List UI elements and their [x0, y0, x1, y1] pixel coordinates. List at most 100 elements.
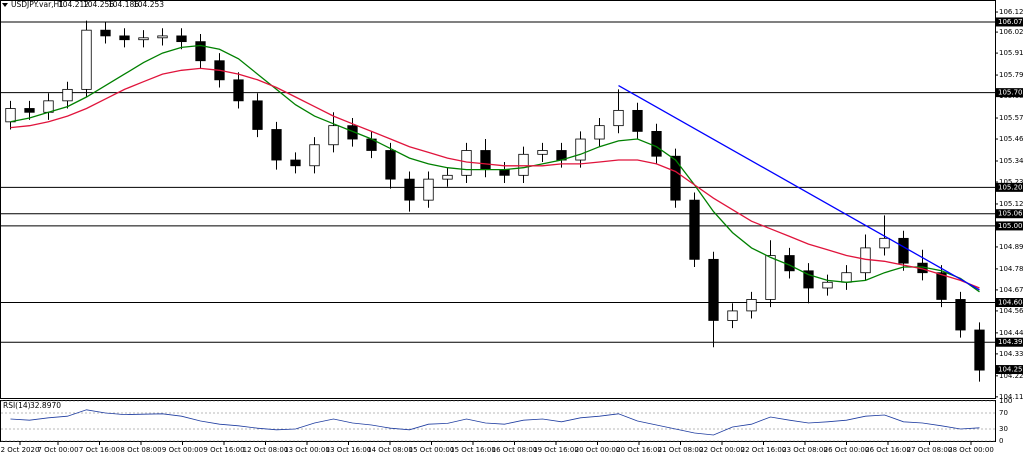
candle-body [195, 41, 206, 62]
candle-body [803, 270, 814, 289]
level-label: 105.069 [998, 210, 1024, 218]
moving-average [10, 67, 980, 289]
level-label: 105.703 [998, 89, 1024, 97]
candle-body [328, 125, 339, 146]
x-tick-label: 28 Oct 00:00 [948, 446, 994, 454]
x-tick-label: 20 Oct 16:00 [616, 446, 662, 454]
level-label-bg [996, 337, 1023, 347]
x-tick-label: 2 Oct 2020 [1, 446, 40, 454]
y-tick-label: 104.220 [999, 372, 1024, 380]
x-tick-label: 7 Oct 16:00 [79, 446, 120, 454]
header-high: 104.256 [83, 0, 114, 9]
rsi-tick-label: 70 [999, 409, 1008, 417]
y-tick-label: 105.345 [999, 157, 1024, 165]
x-tick-label: 22 Oct 16:00 [741, 446, 787, 454]
candle-body [5, 108, 16, 123]
y-tick-label: 104.110 [999, 393, 1024, 401]
candle-body [119, 35, 130, 41]
y-tick-label: 105.120 [999, 200, 1024, 208]
y-tick-label: 105.795 [999, 71, 1024, 79]
current-price-bg [996, 365, 1023, 375]
candle-body [841, 272, 852, 283]
y-tick-label: 105.570 [999, 114, 1024, 122]
level-label-bg [996, 209, 1023, 219]
y-tick-label: 105.910 [999, 49, 1024, 57]
candle-body [138, 37, 149, 41]
candle-body [613, 109, 624, 127]
candle-body [176, 35, 187, 43]
candle-body [100, 29, 111, 37]
level-label-bg [996, 17, 1023, 27]
level-label: 105.207 [998, 183, 1024, 191]
candle-body [442, 174, 453, 180]
rsi-name: RSI(14) [3, 401, 31, 410]
candle-body [708, 258, 719, 321]
x-tick-label: 27 Oct 08:00 [907, 446, 953, 454]
x-tick-label: 20 Oct 00:00 [575, 446, 621, 454]
level-label: 106.073 [998, 18, 1024, 26]
menu-arrow [2, 3, 8, 7]
x-tick-label: 7 Oct 00:00 [37, 446, 78, 454]
y-tick-label: 104.895 [999, 243, 1024, 251]
x-tick-label: 23 Oct 08:00 [782, 446, 828, 454]
candle-body [499, 169, 510, 176]
level-label-bg [996, 298, 1023, 308]
candle-body [955, 299, 966, 331]
candle-body [537, 150, 548, 155]
candle-body [290, 159, 301, 167]
level-label-bg [996, 88, 1023, 98]
candle-body [81, 29, 92, 90]
candle-body [727, 310, 738, 321]
header-open: 104.212 [58, 0, 89, 9]
candle-body [480, 150, 491, 170]
trendline [618, 84, 980, 291]
candle-body [822, 281, 833, 289]
rsi-tick-label: 100 [999, 397, 1012, 405]
candle-body [651, 130, 662, 157]
candle-body [936, 272, 947, 300]
candle-body [24, 108, 35, 113]
x-tick-label: 8 Oct 08:00 [120, 446, 161, 454]
x-tick-label: 22 Oct 00:00 [699, 446, 745, 454]
candle-body [252, 100, 263, 130]
rsi-tick-label: 0 [999, 437, 1003, 445]
header-low: 104.186 [108, 0, 139, 9]
candle-body [632, 109, 643, 132]
candle-body [689, 199, 700, 260]
y-tick-label: 104.445 [999, 329, 1024, 337]
moving-average [10, 44, 980, 293]
main-frame [0, 0, 996, 399]
candle-body [746, 299, 757, 312]
y-tick-label: 106.125 [999, 8, 1024, 16]
level-label: 104.396 [998, 338, 1024, 346]
y-tick-label: 106.020 [999, 28, 1024, 36]
x-tick-label: 16 Oct 08:00 [492, 446, 538, 454]
candle-body [670, 155, 681, 201]
candle-body [385, 150, 396, 180]
y-tick-label: 105.460 [999, 135, 1024, 143]
rsi-tick-label: 30 [999, 425, 1008, 433]
candle-body [879, 237, 890, 249]
y-tick-label: 104.780 [999, 265, 1024, 273]
candle-body [233, 79, 244, 102]
x-tick-label: 21 Oct 08:00 [658, 446, 704, 454]
x-tick-label: 13 Oct 00:00 [284, 446, 330, 454]
x-tick-label: 26 Oct 00:00 [824, 446, 870, 454]
candle-body [518, 153, 529, 176]
candle-body [974, 329, 985, 371]
candle-body [62, 88, 73, 102]
y-tick-label: 104.670 [999, 286, 1024, 294]
y-tick-label: 104.335 [999, 350, 1024, 358]
candle-body [309, 144, 320, 167]
candle-body [575, 138, 586, 161]
x-tick-label: 12 Oct 08:00 [243, 446, 289, 454]
x-tick-label: 15 Oct 00:00 [409, 446, 455, 454]
level-label-bg [996, 221, 1023, 231]
x-tick-label: 13 Oct 16:00 [326, 446, 372, 454]
candle-body [347, 125, 358, 140]
current-price-label: 104.253 [998, 366, 1024, 374]
x-tick-label: 14 Oct 08:00 [367, 446, 413, 454]
rsi-frame [0, 400, 996, 442]
